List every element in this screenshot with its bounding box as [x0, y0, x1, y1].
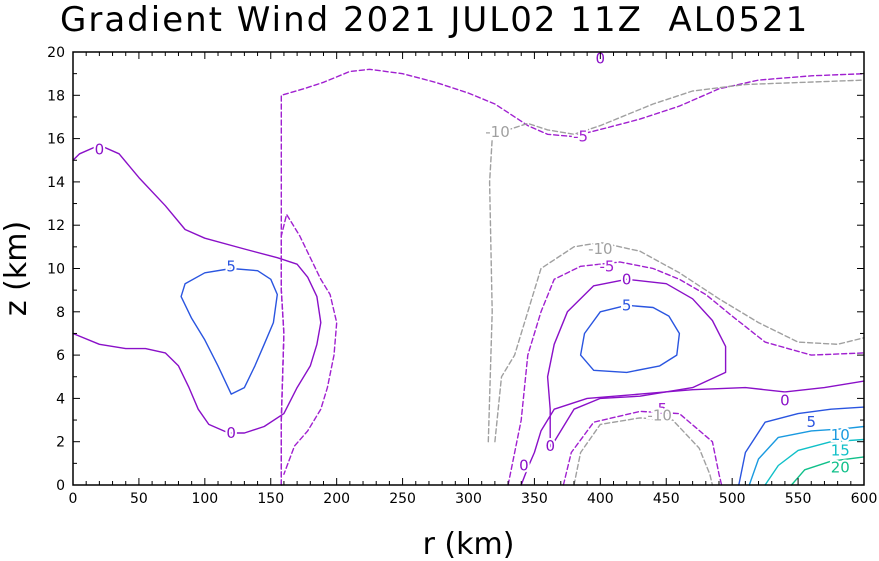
contour-label: -5 [652, 400, 667, 418]
y-tick-label: 10 [47, 262, 65, 278]
x-tick-label: 100 [191, 491, 218, 507]
contour-line-neg10 [494, 241, 865, 443]
chart-title: Gradient Wind 2021 JUL02 11Z AL0521 [60, 0, 810, 40]
y-tick-label: 2 [56, 435, 65, 451]
x-tick-label: 250 [389, 491, 416, 507]
contour-line-neg5 [507, 261, 865, 486]
x-tick-label: 450 [653, 491, 680, 507]
contour-label: 0 [226, 424, 236, 442]
x-tick-label: 500 [719, 491, 746, 507]
contour-line-20 [790, 456, 865, 486]
contour-line-0 [520, 380, 865, 486]
contour-label: 0 [545, 437, 555, 455]
contour-label: -5 [599, 257, 614, 275]
y-tick-label: 0 [56, 478, 65, 494]
y-tick-label: 20 [47, 45, 65, 61]
contour-line-neg5 [562, 410, 723, 486]
x-tick-label: 300 [455, 491, 482, 507]
contour-line-0 [72, 144, 322, 434]
contour-line-neg10 [573, 417, 714, 486]
x-tick-label: 200 [323, 491, 350, 507]
contour-label: 5 [622, 296, 632, 314]
contour-label: 5 [226, 257, 236, 275]
contour-line-5 [180, 267, 278, 395]
contour-layer [72, 68, 865, 486]
contour-label: -5 [573, 127, 588, 145]
y-tick-label: 16 [47, 132, 65, 148]
contour-label: 10 [831, 426, 850, 444]
y-tick-label: 6 [56, 348, 65, 364]
contour-label: 0 [95, 140, 105, 158]
y-axis-label: z (km) [0, 221, 34, 316]
x-axis-label: r (km) [423, 527, 515, 561]
x-tick-label: 0 [69, 491, 78, 507]
contour-line-5 [738, 406, 865, 486]
contour-label: 20 [831, 459, 850, 477]
y-tick-label: 4 [56, 391, 65, 407]
contour-line-15 [764, 438, 865, 486]
x-tick-label: 550 [785, 491, 812, 507]
y-tick-label: 14 [47, 175, 65, 191]
contour-line-10 [748, 425, 865, 486]
contour-label: 0 [519, 457, 529, 475]
contour-line-neg5 [280, 68, 865, 486]
y-tick-label: 8 [56, 305, 65, 321]
contour-label: 0 [780, 392, 790, 410]
contour-label: -10 [485, 123, 510, 141]
x-tick-label: 400 [587, 491, 614, 507]
contour-line-neg10 [487, 79, 865, 443]
contour-label: -10 [588, 240, 613, 258]
contour-line-neg5 [280, 213, 338, 486]
contour-label: 15 [831, 441, 850, 459]
contour-label: 5 [806, 413, 816, 431]
y-tick-label: 12 [47, 218, 65, 234]
y-tick-label: 18 [47, 88, 65, 104]
x-tick-label: 350 [521, 491, 548, 507]
x-tick-label: 50 [130, 491, 148, 507]
x-tick-label: 150 [257, 491, 284, 507]
contour-label: 0 [622, 270, 632, 288]
contour-label: -10 [647, 407, 672, 425]
x-tick-label: 600 [851, 491, 878, 507]
contour-line-0 [546, 278, 727, 449]
tick-layer: 0 50 100 150 200 250 300 350 400 450 500 550 6000246… [47, 45, 877, 507]
plot-frame [72, 51, 865, 486]
contour-line-5 [579, 304, 681, 374]
